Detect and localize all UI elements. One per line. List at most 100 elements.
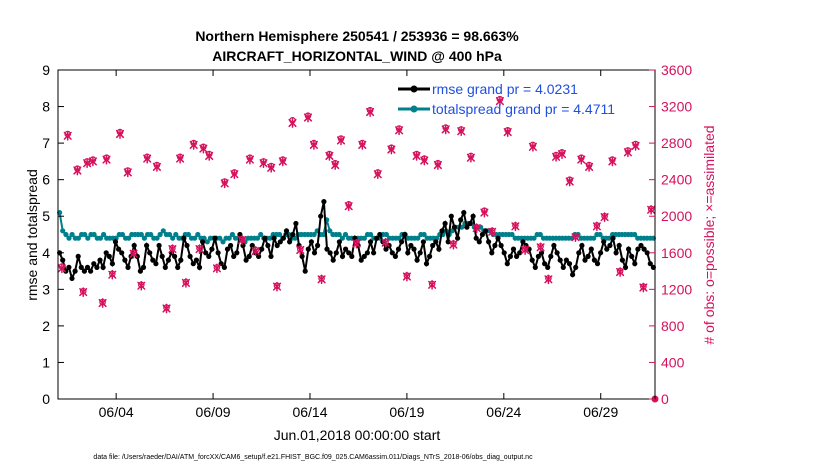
rmse-point <box>601 239 607 245</box>
rmse-point <box>178 257 184 263</box>
totalspread-point <box>101 231 107 238</box>
rmse-point <box>451 224 457 230</box>
obs-assimilated-marker <box>212 263 221 274</box>
data-file-footer: data file: /Users/raeder/DAI/ATM_forcXX/… <box>93 454 533 461</box>
rmse-point <box>97 257 103 263</box>
y2-tick-label: 1600 <box>661 245 692 261</box>
rmse-point <box>570 272 576 278</box>
totalspread-point <box>327 228 333 234</box>
rmse-point <box>137 268 143 274</box>
rmse-point <box>551 242 557 249</box>
totalspread-point <box>606 235 613 241</box>
rmse-point <box>486 239 492 245</box>
rmse-point <box>293 220 299 227</box>
obs-assimilated-marker <box>230 169 239 180</box>
rmse-point <box>63 268 69 274</box>
totalspread-point <box>166 231 173 238</box>
rmse-point <box>616 242 622 249</box>
rmse-point <box>427 253 433 259</box>
rmse-point <box>545 264 551 270</box>
rmse-point <box>333 250 339 256</box>
totalspread-point <box>97 235 103 241</box>
rmse-point <box>629 253 635 259</box>
obs-assimilated-marker <box>565 176 574 187</box>
obs-assimilated-marker <box>309 140 318 150</box>
obs-assimilated-marker <box>623 147 632 158</box>
obs-assimilated-marker <box>387 144 396 155</box>
obs-assimilated-marker <box>123 167 132 178</box>
obs-assimilated-marker <box>205 151 214 161</box>
obs-assimilated-marker <box>472 223 481 233</box>
rmse-point <box>308 239 314 245</box>
obs-assimilated-marker <box>600 212 609 222</box>
rmse-point <box>423 261 430 267</box>
x-tick-label: 06/04 <box>99 404 134 420</box>
obs-assimilated-marker <box>571 232 580 243</box>
rmse-point <box>563 257 570 263</box>
rmse-point <box>610 235 616 241</box>
totalspread-point <box>509 231 515 238</box>
rmse-point <box>383 246 389 252</box>
rmse-point <box>594 261 601 267</box>
y2-tick-label: 3600 <box>661 62 692 78</box>
rmse-point <box>442 220 448 227</box>
obs-assimilated-marker <box>162 303 171 314</box>
rmse-point <box>613 250 619 256</box>
rmse-point <box>374 235 380 241</box>
obs-assimilated-marker <box>220 178 229 189</box>
obs-assimilated-marker <box>441 124 450 135</box>
obs-assimilated-marker <box>592 221 601 232</box>
rmse-point <box>318 213 324 219</box>
y-tick-label: 4 <box>42 245 50 261</box>
rmse-point <box>330 257 336 263</box>
totalspread-point <box>537 231 543 238</box>
obs-assimilated-marker <box>395 125 404 136</box>
obs-assimilated-marker <box>83 158 92 169</box>
obs-assimilated-marker <box>511 221 520 232</box>
legend-rmse-label: rmse grand pr = 4.0231 <box>432 81 578 97</box>
obs-assimilated-marker <box>402 271 411 282</box>
rmse-point <box>339 253 346 259</box>
totalspread-point <box>415 235 421 241</box>
rmse-point <box>280 235 286 241</box>
rmse-point <box>69 275 75 281</box>
rmse-point <box>635 246 641 252</box>
totalspread-point <box>342 231 349 238</box>
totalspread-point <box>82 231 88 238</box>
rmse-point <box>175 264 181 270</box>
rmse-point <box>140 264 147 270</box>
rmse-point <box>579 242 585 249</box>
rmse-point <box>283 228 290 234</box>
rmse-point <box>492 242 498 249</box>
obs-assimilated-marker <box>528 141 537 152</box>
totalspread-point <box>60 228 66 234</box>
rmse-point <box>641 246 647 252</box>
rmse-point <box>159 253 165 259</box>
totalspread-point <box>160 228 166 234</box>
totalspread-point <box>69 231 75 238</box>
y-tick-label: 6 <box>42 172 50 188</box>
obs-assimilated-marker <box>288 118 297 128</box>
rmse-point <box>112 239 119 245</box>
rmse-point <box>392 253 398 259</box>
rmse-point <box>144 242 150 249</box>
obs-assimilated-marker <box>373 169 382 180</box>
x-tick-label: 06/24 <box>486 404 521 420</box>
y2-tick-label: 800 <box>661 318 685 334</box>
rmse-point <box>371 250 377 256</box>
rmse-point <box>566 261 573 267</box>
rmse-point <box>604 246 610 252</box>
rmse-point <box>156 242 162 249</box>
rmse-point <box>626 246 632 252</box>
rmse-point <box>311 250 318 256</box>
obs-assimilated-marker <box>73 165 82 176</box>
totalspread-point <box>421 231 427 238</box>
rmse-point <box>265 242 271 249</box>
rmse-point <box>542 261 548 267</box>
obs-assimilated-marker <box>272 281 282 292</box>
rmse-point <box>193 257 199 263</box>
rmse-point <box>268 253 274 259</box>
rmse-point <box>200 239 206 245</box>
obs-assimilated-marker <box>168 244 177 254</box>
